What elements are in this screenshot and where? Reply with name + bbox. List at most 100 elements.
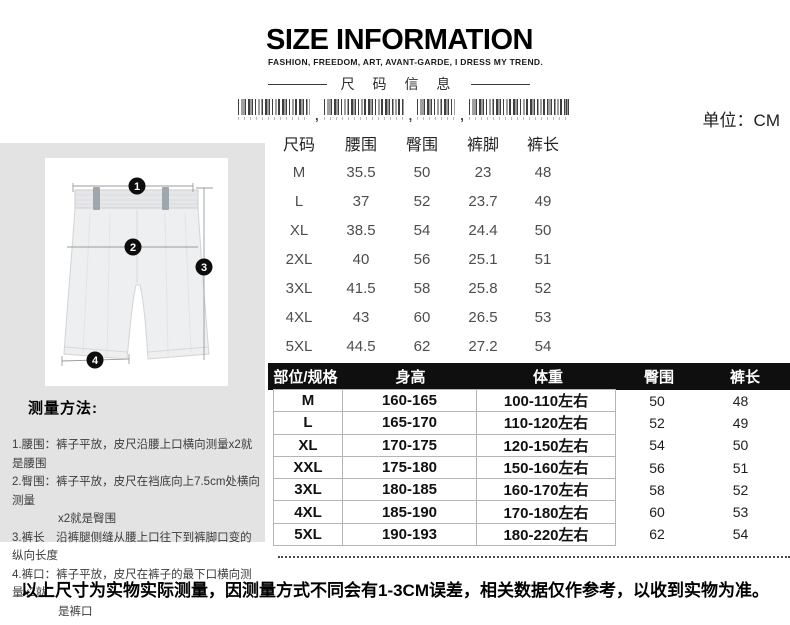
size-chart-row: L 37 52 23.7 49 xyxy=(268,187,578,216)
barcode-group xyxy=(323,99,404,120)
section-title-cn: 尺 码 信 息 xyxy=(340,76,458,92)
size-chart-header-cell: 裤脚 xyxy=(466,137,499,154)
cell-length: 48 xyxy=(732,392,749,409)
marker-4: 4 xyxy=(86,351,104,369)
size-chart-header-row: 尺码 腰围 臀围 裤脚 裤长 xyxy=(268,128,578,158)
size-chart-header-cell: 腰围 xyxy=(344,137,377,154)
spec-table-header-row: 部位/规格 身高 体重 臀围 裤长 xyxy=(268,363,790,390)
heading-rule-right xyxy=(471,83,531,85)
cell-waist: 40 xyxy=(352,251,370,268)
disclaimer-note: 以上尺寸为实物实际测量，因测量方式不同会有1-3CM误差，相关数据仅作参考，以收… xyxy=(20,581,769,600)
barcode-comma: , xyxy=(460,108,464,123)
spec-table-header-cell: 裤长 xyxy=(729,369,760,386)
spec-table-header-cell: 部位/规格 xyxy=(273,369,338,386)
cell-hip: 60 xyxy=(649,504,665,521)
cell-size: XL xyxy=(289,222,309,239)
cell-length: 53 xyxy=(732,504,749,521)
cell-waist: 38.5 xyxy=(346,222,376,239)
cell-leg-opening: 27.2 xyxy=(468,338,498,355)
size-chart-row: 3XL 41.5 58 25.8 52 xyxy=(268,274,578,303)
cell-size: 3XL xyxy=(285,280,313,297)
spec-table-header-cell: 身高 xyxy=(395,369,426,386)
cell-spec: 4XL xyxy=(273,500,343,524)
cell-hip: 50 xyxy=(649,392,665,409)
size-chart-header-cell: 尺码 xyxy=(282,137,315,154)
shorts-illustration: 1 2 3 4 xyxy=(61,177,213,369)
cell-waist: 44.5 xyxy=(346,338,376,355)
svg-text:2: 2 xyxy=(130,242,136,254)
cell-weight: 160-170左右 xyxy=(476,478,616,502)
dotted-divider xyxy=(278,556,790,558)
spec-table: 部位/规格 身高 体重 臀围 裤长 M 160-165 100-110左右 50 48 … xyxy=(268,363,790,547)
spec-table-row: 4XL 185-190 170-180左右 60 53 xyxy=(273,500,790,524)
cell-leg-opening: 23.7 xyxy=(468,193,498,210)
cell-length: 49 xyxy=(534,193,552,210)
barcode-group xyxy=(468,99,569,120)
measure-guide-title: 测量方法: xyxy=(28,400,98,417)
cell-height: 170-175 xyxy=(342,433,477,457)
cell-length: 50 xyxy=(534,222,552,239)
cell-size: 4XL xyxy=(285,309,313,326)
cell-spec: M xyxy=(273,389,343,413)
size-chart-row: M 35.5 50 23 48 xyxy=(268,158,578,187)
shorts-photo-box: 1 2 3 4 xyxy=(45,158,228,386)
cell-hip: 62 xyxy=(649,526,665,543)
belt-loop-left xyxy=(93,187,100,210)
measurement-panel: 1 2 3 4 测量方法: 1.腰围：裤子平放，皮尺沿腰上口横向测量x2就是腰围… xyxy=(0,143,265,618)
cell-hip: 58 xyxy=(649,481,665,498)
page-title: SIZE INFORMATION xyxy=(266,24,533,56)
spec-table-header-cell: 臀围 xyxy=(643,369,674,386)
barcode-group xyxy=(238,99,310,120)
cell-height: 175-180 xyxy=(342,455,477,480)
spec-table-row: L 165-170 110-120左右 52 49 xyxy=(273,411,790,435)
cell-size: L xyxy=(294,193,304,210)
cell-length: 53 xyxy=(534,309,552,326)
size-chart-table: 尺码 腰围 臀围 裤脚 裤长 M 35.5 50 23 48 L 37 52 23.7 … xyxy=(268,128,578,361)
cell-hip: 54 xyxy=(413,222,431,239)
cell-height: 185-190 xyxy=(342,500,477,524)
cell-spec: 5XL xyxy=(273,522,343,547)
cell-leg-opening: 26.5 xyxy=(468,309,498,326)
cell-length: 49 xyxy=(732,414,749,431)
barcode-decoration: , , , xyxy=(238,99,569,123)
spec-table-row: 3XL 180-185 160-170左右 58 52 xyxy=(273,478,790,502)
marker-3: 3 xyxy=(195,258,213,276)
barcode-comma: , xyxy=(315,108,319,123)
cell-weight: 150-160左右 xyxy=(476,455,616,480)
cell-waist: 41.5 xyxy=(346,280,376,297)
spec-table-header-cell: 体重 xyxy=(532,369,563,386)
measure-guide-line: 2.臀围：裤子平放，皮尺在裆底向上7.5cm处横向测量 xyxy=(12,476,260,507)
cell-weight: 100-110左右 xyxy=(476,389,616,413)
right-hem xyxy=(147,346,209,353)
cell-length: 52 xyxy=(732,481,749,498)
size-chart-header-cell: 臀围 xyxy=(405,137,438,154)
svg-text:1: 1 xyxy=(134,181,140,193)
cell-size: 2XL xyxy=(285,251,313,268)
cell-hip: 56 xyxy=(413,251,431,268)
cell-spec: XL xyxy=(273,433,343,457)
cell-hip: 56 xyxy=(649,459,665,476)
cell-leg-opening: 25.8 xyxy=(468,280,498,297)
cell-length: 52 xyxy=(534,280,552,297)
cell-size: 5XL xyxy=(285,338,313,355)
cell-leg-opening: 25.1 xyxy=(468,251,498,268)
left-hem xyxy=(64,346,128,353)
page-subtitle: FASHION, FREEDOM, ART, AVANT-GARDE, I DR… xyxy=(268,57,544,67)
measure-guide-line: x2就是臀围 xyxy=(12,513,117,525)
spec-table-row: M 160-165 100-110左右 50 48 xyxy=(273,389,790,413)
size-chart-row: 4XL 43 60 26.5 53 xyxy=(268,303,578,332)
cell-length: 50 xyxy=(732,437,749,454)
cell-weight: 170-180左右 xyxy=(476,500,616,524)
heading-rule-left xyxy=(268,83,327,85)
cell-height: 165-170 xyxy=(342,411,477,435)
measure-guide-line: 是裤口 xyxy=(12,605,93,618)
cell-length: 54 xyxy=(534,338,552,355)
spec-table-row: 5XL 190-193 180-220左右 62 54 xyxy=(273,522,790,547)
section-heading: 尺 码 信 息 xyxy=(268,76,531,92)
cell-waist: 43 xyxy=(352,309,370,326)
cell-height: 180-185 xyxy=(342,478,477,502)
cell-height: 160-165 xyxy=(342,389,477,413)
cell-hip: 50 xyxy=(413,164,431,181)
cell-length: 51 xyxy=(534,251,552,268)
marker-2: 2 xyxy=(124,238,142,256)
